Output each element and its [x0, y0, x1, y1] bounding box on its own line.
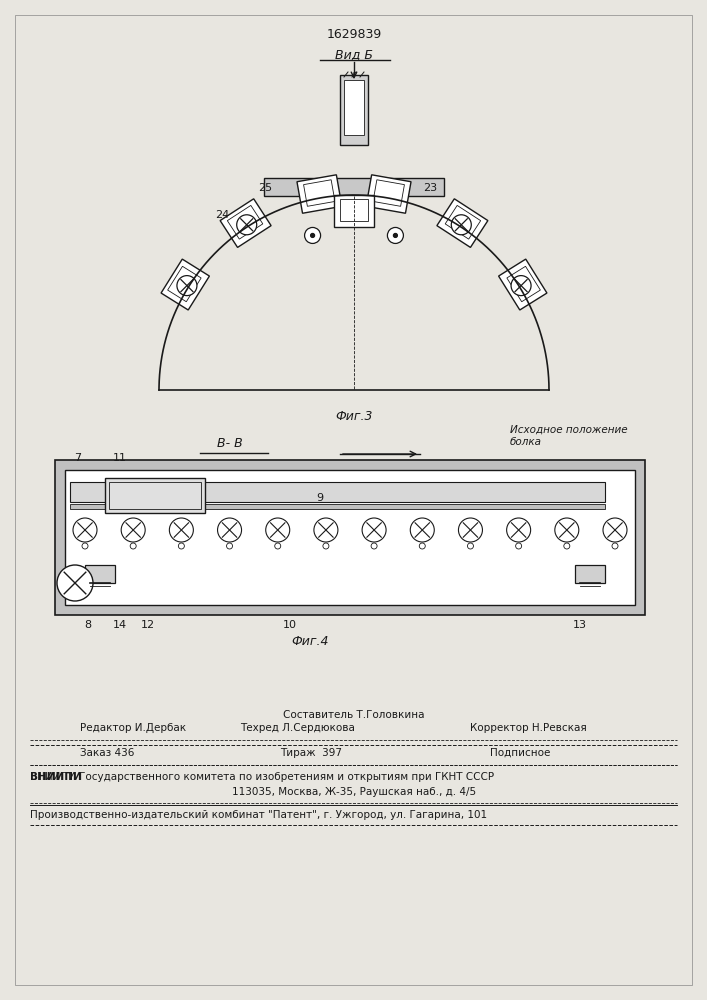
Bar — [55, 460, 645, 615]
Polygon shape — [220, 199, 271, 247]
Text: 12: 12 — [141, 620, 155, 630]
Text: ВНИИПИ: ВНИИПИ — [30, 772, 82, 782]
Polygon shape — [498, 259, 547, 310]
Polygon shape — [437, 199, 488, 247]
Text: Тираж  397: Тираж 397 — [280, 748, 342, 758]
Polygon shape — [161, 259, 209, 310]
Text: Техред Л.Сердюкова: Техред Л.Сердюкова — [240, 723, 355, 733]
Circle shape — [218, 518, 242, 542]
Circle shape — [237, 215, 257, 235]
Circle shape — [555, 518, 579, 542]
Circle shape — [458, 518, 482, 542]
Text: 14: 14 — [113, 620, 127, 630]
Circle shape — [170, 518, 193, 542]
Text: Фиг.4: Фиг.4 — [291, 635, 329, 648]
Bar — [105, 478, 205, 513]
Text: 9: 9 — [317, 493, 324, 503]
Circle shape — [387, 227, 404, 243]
Text: ВНИИПИ Государственного комитета по изобретениям и открытиям при ГКНТ СССР: ВНИИПИ Государственного комитета по изоб… — [30, 772, 494, 782]
Circle shape — [507, 518, 531, 542]
Text: 25: 25 — [258, 183, 272, 193]
Circle shape — [177, 276, 197, 296]
Text: 13: 13 — [573, 620, 587, 630]
Bar — [109, 482, 201, 509]
Bar — [344, 80, 364, 135]
Polygon shape — [334, 195, 374, 227]
Text: 23: 23 — [423, 183, 437, 193]
Circle shape — [310, 233, 315, 237]
Text: Фиг.3: Фиг.3 — [335, 410, 373, 423]
Text: Исходное положение
болка: Исходное положение болка — [510, 425, 628, 447]
Text: 10: 10 — [283, 620, 297, 630]
Text: Производственно-издательский комбинат "Патент", г. Ужгород, ул. Гагарина, 101: Производственно-издательский комбинат "П… — [30, 810, 487, 820]
Bar — [70, 504, 605, 509]
Circle shape — [362, 518, 386, 542]
Bar — [575, 565, 605, 583]
Text: 7: 7 — [74, 453, 81, 463]
Circle shape — [393, 233, 397, 237]
Circle shape — [451, 215, 472, 235]
Text: Редактор И.Дербак: Редактор И.Дербак — [80, 723, 186, 733]
Bar — [70, 482, 605, 502]
Text: Вид Б: Вид Б — [335, 48, 373, 61]
Circle shape — [410, 518, 434, 542]
Polygon shape — [297, 175, 342, 213]
Circle shape — [121, 518, 145, 542]
Circle shape — [57, 565, 93, 601]
Bar — [65, 470, 635, 605]
Circle shape — [314, 518, 338, 542]
Text: 24: 24 — [215, 210, 229, 220]
Text: 1629839: 1629839 — [327, 28, 382, 41]
Circle shape — [305, 227, 320, 243]
Circle shape — [511, 276, 531, 296]
Bar — [264, 178, 444, 196]
Text: Подписное: Подписное — [490, 748, 550, 758]
Text: В- В: В- В — [217, 437, 243, 450]
Bar — [85, 565, 115, 583]
Circle shape — [603, 518, 627, 542]
Text: Заказ 436: Заказ 436 — [80, 748, 134, 758]
Text: 11: 11 — [113, 453, 127, 463]
Text: Составитель Т.Головкина: Составитель Т.Головкина — [284, 710, 425, 720]
Polygon shape — [366, 175, 411, 213]
Text: 8: 8 — [84, 620, 92, 630]
Text: 113035, Москва, Ж-35, Раушская наб., д. 4/5: 113035, Москва, Ж-35, Раушская наб., д. … — [232, 787, 476, 797]
Circle shape — [73, 518, 97, 542]
Text: Корректор Н.Ревская: Корректор Н.Ревская — [470, 723, 587, 733]
Circle shape — [266, 518, 290, 542]
Bar — [340, 75, 368, 145]
